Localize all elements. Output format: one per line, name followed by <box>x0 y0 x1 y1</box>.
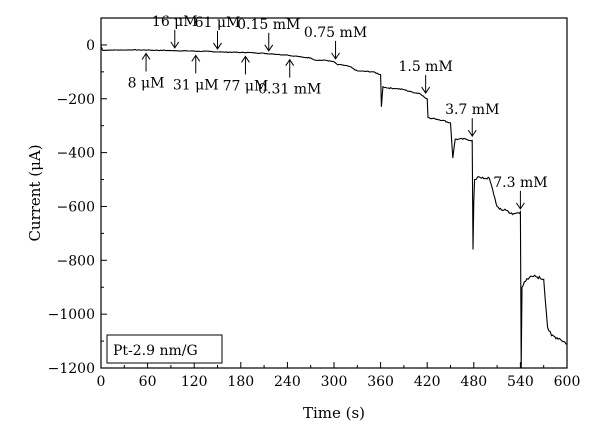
x-tick-label: 240 <box>274 374 301 390</box>
annotation-arrowhead <box>213 42 222 50</box>
annotation: 61 μM <box>195 15 241 50</box>
x-tick-label: 180 <box>227 374 254 390</box>
annotation-arrowhead <box>264 44 274 52</box>
current-trace <box>100 46 568 369</box>
annotation-label: 31 μM <box>173 77 219 93</box>
annotation-arrowhead <box>515 202 525 210</box>
annotation: 0.15 mM <box>237 17 300 52</box>
annotation-arrowhead <box>141 52 151 60</box>
annotation-arrowhead <box>331 52 340 60</box>
annotation-label: 0.75 mM <box>304 25 367 41</box>
x-tick-label: 360 <box>367 374 394 390</box>
annotation: 16 μM <box>152 14 198 49</box>
y-tick-label: −1000 <box>48 307 95 323</box>
annotation-label: 0.31 mM <box>258 82 321 98</box>
annotation-arrowhead <box>285 58 295 66</box>
x-tick-label: 120 <box>181 374 208 390</box>
annotation-arrowhead <box>241 55 250 63</box>
annotation: 1.5 mM <box>398 59 453 94</box>
y-axis-label: Current (μA) <box>26 144 44 241</box>
x-tick-label: 480 <box>460 374 487 390</box>
annotation-arrowhead <box>191 54 201 62</box>
x-tick-label: 0 <box>97 374 106 390</box>
y-tick-label: −1200 <box>48 361 95 377</box>
annotation-label: 61 μM <box>195 15 241 31</box>
annotation-arrowhead <box>467 129 477 138</box>
annotation: 0.75 mM <box>304 25 367 60</box>
y-tick-label: −600 <box>57 199 95 215</box>
x-axis: 0 60 120 180 240 300 360 420 480 540 600 <box>97 362 581 390</box>
legend-box: Pt-2.9 nm/G <box>106 334 223 364</box>
x-tick-label: 420 <box>414 374 441 390</box>
y-tick-label: 0 <box>86 38 95 54</box>
annotation-label: 77 μM <box>223 78 269 94</box>
x-tick-label: 600 <box>554 374 581 390</box>
x-tick-label: 60 <box>139 374 157 390</box>
x-tick-label: 300 <box>321 374 348 390</box>
x-axis-label: Time (s) <box>303 404 365 422</box>
plot-border <box>100 17 568 369</box>
annotation-arrowhead <box>170 41 180 49</box>
y-tick-label: −800 <box>57 253 95 269</box>
legend-frame <box>106 334 223 364</box>
annotation: 3.7 mM <box>445 102 499 138</box>
annotation-label: 0.15 mM <box>237 17 300 33</box>
series-layer <box>100 46 568 369</box>
x-tick-label: 540 <box>507 374 534 390</box>
annotation-label: 3.7 mM <box>445 102 499 118</box>
annotation: 31 μM <box>173 54 219 93</box>
annotations: 8 μM 16 μM 31 μM 61 μM 77 μM 0.15 mM 0.31 mM 0.… <box>128 14 548 210</box>
annotation-label: 1.5 mM <box>398 59 452 75</box>
annotation-label: 16 μM <box>152 14 198 30</box>
y-axis: 0 −200 −400 −600 −800 −1000 −1200 <box>48 17 107 377</box>
y-tick-label: −200 <box>57 92 95 108</box>
annotation: 0.31 mM <box>258 58 321 98</box>
annotation: 7.3 mM <box>493 175 548 210</box>
annotation: 8 μM <box>128 52 165 92</box>
annotation-arrowhead <box>421 86 431 94</box>
annotation-label: 7.3 mM <box>493 175 547 191</box>
plot-frame <box>100 17 568 369</box>
y-tick-label: −400 <box>57 146 95 162</box>
annotation: 77 μM <box>223 55 269 94</box>
legend-label: Pt-2.9 nm/G <box>113 343 198 359</box>
annotation-label: 8 μM <box>128 76 165 92</box>
